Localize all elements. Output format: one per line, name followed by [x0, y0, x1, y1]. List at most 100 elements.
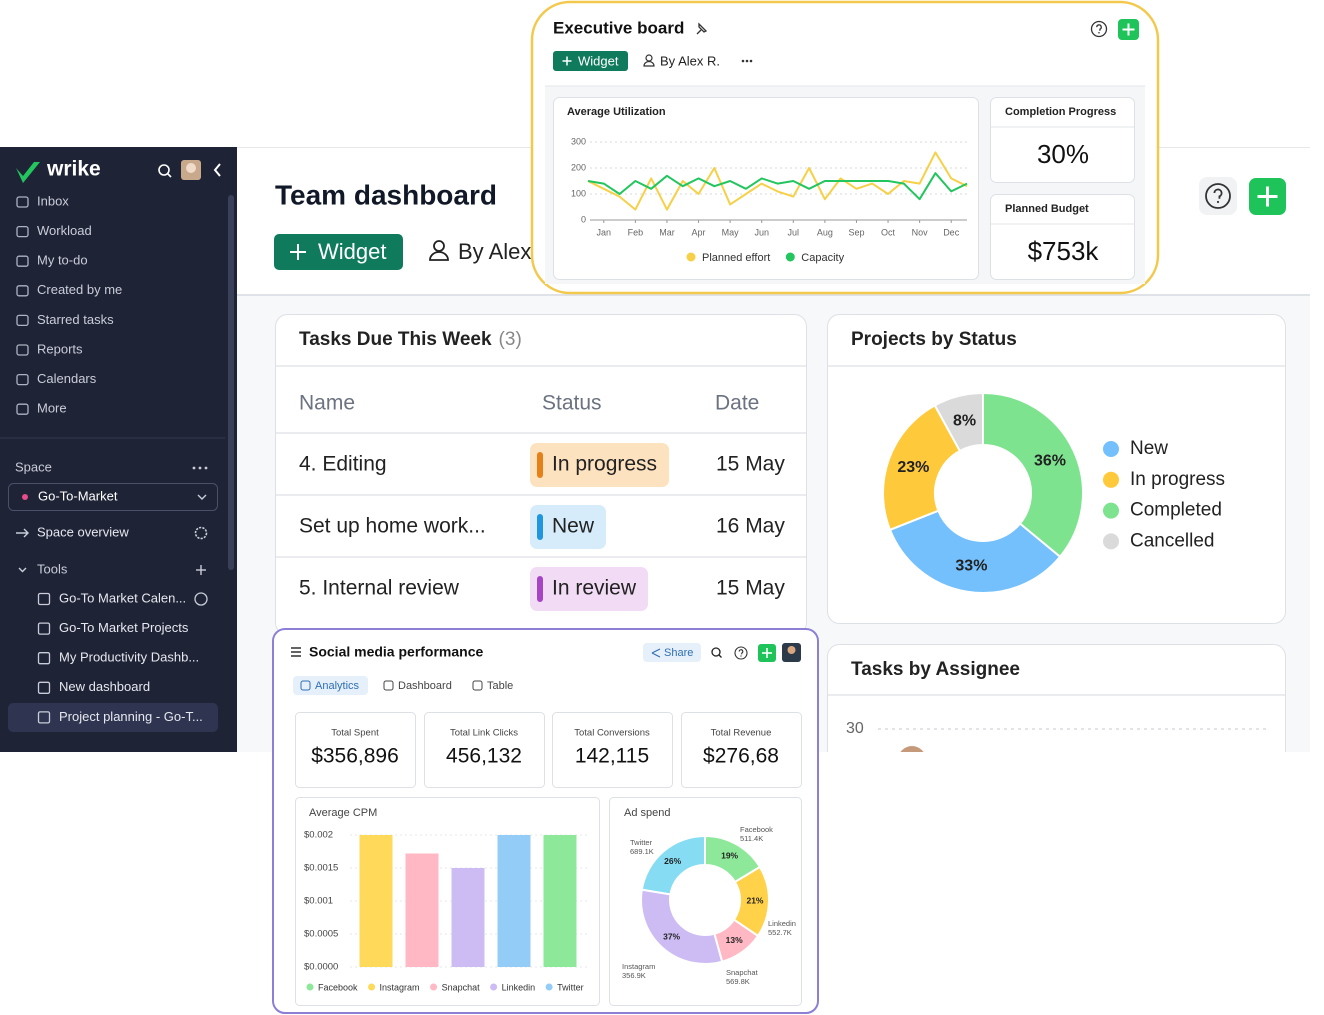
nav-icon: [16, 373, 29, 386]
status-pill: New: [530, 505, 607, 549]
nav-item[interactable]: Workload: [37, 223, 92, 238]
tab-icon: [472, 680, 483, 691]
kpi-value: 456,132: [446, 745, 522, 768]
kpi-card: [424, 712, 545, 788]
owner: By Alex: [458, 239, 531, 264]
chart-title: Average Utilization: [567, 106, 666, 118]
search-icon: [718, 654, 722, 658]
tool-item[interactable]: New dashboard: [59, 679, 150, 694]
status-pill: In progress: [530, 443, 670, 487]
nav-item[interactable]: Reports: [37, 341, 83, 356]
tool-item[interactable]: Go-To Market Calen...: [59, 590, 186, 605]
overview-icon: [16, 528, 29, 538]
pin-icon[interactable]: [696, 22, 708, 35]
widget-button[interactable]: [553, 51, 628, 71]
help-icon[interactable]: [734, 646, 748, 660]
status-pill-bg: [530, 567, 649, 611]
settings-icon[interactable]: [194, 526, 208, 540]
legend-label: Twitter: [557, 982, 584, 992]
chevron: [197, 494, 207, 500]
slice-label: 13%: [726, 935, 743, 945]
board-title: Social media performance: [309, 644, 484, 660]
kpi-card: [990, 194, 1135, 280]
pie-slice: [882, 404, 962, 532]
space-overview[interactable]: Space overview: [37, 524, 129, 539]
space-icon: [22, 494, 28, 500]
collapse-icon[interactable]: [213, 163, 221, 177]
x-tick-label: Oct: [881, 227, 896, 237]
nav-icon: [16, 225, 29, 238]
tab[interactable]: Analytics: [315, 680, 360, 692]
task-name[interactable]: 4. Editing: [299, 453, 387, 476]
projects-widget: Projects by Status 36% 33% 23% 8% New In progr…: [827, 314, 1286, 624]
kpi-card: [990, 97, 1135, 183]
legend-swatch: [1103, 471, 1119, 488]
help-icon-glyph: [1213, 188, 1223, 199]
tab-icon: [383, 680, 394, 691]
dashboard-title: Team dashboard: [275, 179, 497, 210]
space-select[interactable]: [8, 483, 218, 511]
nav-item[interactable]: My to-do: [37, 253, 88, 268]
pie-slice: [933, 391, 984, 453]
help-icon[interactable]: [1090, 20, 1108, 38]
legend-label: Cancelled: [1130, 530, 1215, 551]
column-header: Name: [299, 392, 355, 415]
tool-item[interactable]: My Productivity Dashb...: [59, 650, 199, 665]
legend-swatch: [1103, 533, 1119, 550]
help-button[interactable]: [1199, 177, 1237, 215]
nav-item[interactable]: Calendars: [37, 371, 97, 386]
task-name[interactable]: Set up home work...: [299, 515, 486, 538]
slice-amount: 511.4K: [740, 834, 763, 843]
share-button[interactable]: [643, 643, 701, 662]
nav-item[interactable]: Created by me: [37, 282, 122, 297]
search-icon[interactable]: [158, 164, 170, 176]
x-tick-label: Dec: [943, 227, 960, 237]
x-tick-label: May: [722, 227, 740, 237]
tool-item[interactable]: Go-To Market Projects: [59, 620, 189, 635]
kpi-value: $276,68: [703, 745, 779, 768]
active-item-bg: [8, 703, 218, 732]
legend-swatch: [306, 983, 314, 991]
widget-button[interactable]: [274, 234, 403, 270]
kpi-value: $356,896: [311, 745, 399, 768]
legend-swatch: [1103, 502, 1119, 519]
task-name[interactable]: 5. Internal review: [299, 577, 460, 600]
slice-label: 26%: [664, 856, 681, 866]
legend-swatch: [545, 983, 553, 991]
search-icon[interactable]: [711, 647, 721, 657]
kpi-value: $753k: [1028, 236, 1100, 266]
tool-item[interactable]: Project planning - Go-T...: [59, 709, 203, 724]
nav-item[interactable]: More: [37, 401, 67, 416]
legend-label: Instagram: [380, 982, 420, 992]
y-tick-label: $0.0015: [304, 863, 338, 874]
slice-category: Twitter: [630, 838, 653, 847]
x-tick-label: Aug: [817, 227, 833, 237]
tool-icon: [37, 711, 51, 724]
nav-item[interactable]: Starred tasks: [37, 312, 114, 327]
share-icon: [651, 648, 661, 658]
tool-icon: [37, 652, 51, 665]
kpi-card: [295, 712, 416, 788]
slice-label: 36%: [1034, 453, 1066, 470]
slice-amount: 552.7K: [768, 928, 792, 937]
tab[interactable]: Table: [487, 680, 513, 692]
slice-label: 33%: [955, 557, 987, 574]
avatar-face: [787, 646, 796, 654]
slice-amount: 689.1K: [630, 847, 654, 856]
legend-label: Capacity: [801, 252, 844, 264]
tab[interactable]: Dashboard: [398, 680, 452, 692]
help-icon[interactable]: [1205, 183, 1231, 209]
executive-board: Executive board Widget By Alex R. Average U…: [530, 0, 1160, 295]
status-label: In review: [552, 577, 637, 600]
space-label: Space: [15, 459, 52, 474]
line-series: [587, 172, 968, 201]
more-dot: [198, 466, 202, 470]
nav-item[interactable]: Inbox: [37, 193, 69, 208]
help-icon-glyph: [738, 649, 744, 655]
logo-mark: [16, 162, 40, 183]
legend-label: In progress: [1130, 469, 1225, 490]
legend-label: Linkedin: [502, 982, 536, 992]
pie-slice: [982, 391, 1084, 559]
help-icon-dot: [1216, 200, 1220, 204]
slice-label: 37%: [663, 931, 680, 941]
